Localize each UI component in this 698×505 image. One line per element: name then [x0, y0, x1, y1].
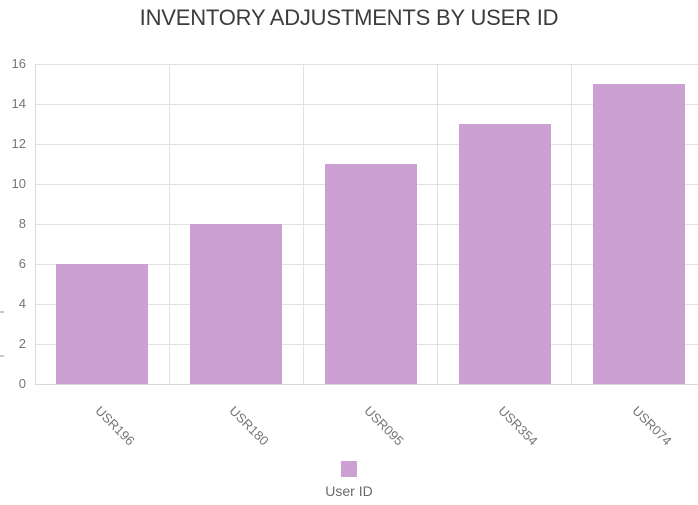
gridline-vertical	[302, 64, 304, 384]
gridline-horizontal	[35, 143, 698, 145]
x-tick-label-usr196: USR196	[92, 403, 138, 449]
chart-title: INVENTORY ADJUSTMENTS BY USER ID	[139, 5, 559, 30]
y-tick-label-12: 12	[11, 136, 26, 151]
y-tick-label-16: 16	[11, 56, 26, 71]
y-tick-label-14: 14	[11, 96, 26, 111]
y-axis-line	[35, 64, 36, 384]
x-tick-label-usr354: USR354	[495, 403, 541, 449]
legend-swatch	[341, 461, 357, 477]
bar-usr095	[324, 164, 417, 384]
gridline-horizontal	[35, 63, 698, 65]
bar-usr196	[56, 264, 149, 384]
gridline-vertical	[437, 64, 439, 384]
gridline-horizontal	[35, 103, 698, 105]
legend-label: User ID	[325, 483, 373, 499]
y-tick-label-10: 10	[11, 176, 26, 191]
bar-usr354	[458, 124, 551, 384]
y-tick-label-2: 2	[18, 336, 26, 351]
y-tick-label-4: 4	[18, 296, 26, 311]
gridline-vertical	[571, 64, 573, 384]
x-tick-label-usr180: USR180	[226, 403, 273, 449]
y-tick-label-0: 0	[18, 376, 26, 391]
left-edge-minor-tick	[0, 311, 4, 313]
gridline-vertical	[168, 64, 170, 384]
x-tick-label-usr074: USR074	[629, 403, 675, 449]
bar-usr074	[592, 84, 685, 384]
y-tick-label-6: 6	[18, 256, 26, 271]
plot-area	[35, 63, 698, 385]
x-tick-label-usr095: USR095	[360, 403, 407, 449]
bar-usr180	[190, 224, 283, 384]
y-tick-label-8: 8	[18, 216, 26, 231]
left-edge-minor-tick	[0, 355, 4, 357]
legend: User ID	[0, 461, 698, 499]
